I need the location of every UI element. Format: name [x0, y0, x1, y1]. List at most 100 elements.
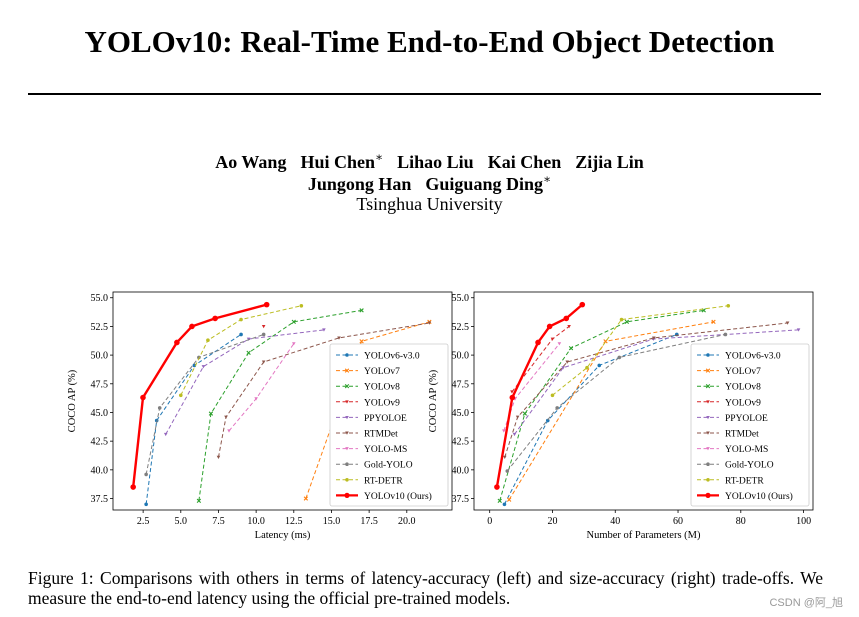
author-name: Guiguang Ding: [425, 174, 543, 194]
y-tick-label: 40.0: [452, 465, 470, 476]
dot-marker: [706, 353, 710, 357]
author-name: Hui Chen: [300, 152, 375, 172]
x-marker: [497, 498, 502, 504]
y-tick-label: 45.0: [91, 408, 109, 419]
y-tick-label: 55.0: [91, 293, 109, 304]
x-marker: [196, 498, 202, 504]
dot-marker: [130, 484, 136, 490]
dot-marker: [555, 406, 559, 410]
dot-marker: [550, 393, 555, 398]
dot-marker: [197, 355, 201, 360]
x-tick-label: 10.0: [247, 516, 265, 527]
dot-marker: [261, 332, 266, 337]
corresponding-mark: ∗: [374, 150, 384, 164]
y-tick-label: 52.5: [91, 322, 109, 333]
triangle-marker: [201, 365, 206, 369]
dot-marker: [345, 353, 349, 357]
legend-label: RT-DETR: [364, 476, 403, 486]
y-tick-label: 50.0: [91, 351, 109, 362]
author-name: Lihao Liu: [397, 152, 474, 172]
dot-marker: [726, 303, 731, 308]
dot-marker: [344, 492, 350, 498]
y-tick-label: 37.5: [452, 494, 470, 505]
triangle-marker: [515, 415, 520, 419]
dot-marker: [179, 393, 183, 398]
triangle-marker: [227, 429, 231, 433]
affiliation: Tsinghua University: [356, 194, 503, 214]
dot-marker: [505, 469, 510, 473]
triangle-marker: [561, 366, 565, 370]
series-yolo-ms: [227, 342, 296, 433]
triangle-marker: [345, 400, 349, 404]
series-line: [180, 305, 302, 396]
legend-label: YOLOv6-v3.0: [364, 352, 420, 362]
x-marker: [705, 368, 711, 373]
plot-frame: [473, 291, 814, 511]
legend-label: YOLOv10 (Ours): [364, 491, 432, 502]
x-marker: [359, 308, 364, 313]
x-tick-label: 0: [487, 516, 492, 527]
dot-marker: [144, 502, 148, 507]
triangle-marker: [224, 415, 228, 419]
triangle-marker: [652, 336, 656, 340]
author-name: Ao Wang: [215, 152, 287, 172]
dot-marker: [563, 315, 570, 322]
triangle-marker: [502, 455, 507, 460]
x-tick-label: 17.5: [360, 516, 378, 527]
series-yolov8: [196, 308, 364, 504]
x-marker: [208, 411, 214, 416]
x-tick-label: 40: [610, 516, 620, 527]
x-tick-label: 5.0: [175, 516, 188, 527]
dot-marker: [239, 317, 243, 322]
dot-marker: [597, 363, 602, 368]
series-ppyoloe: [163, 328, 326, 437]
x-marker: [522, 411, 528, 416]
author-name: Zijia Lin: [575, 152, 644, 172]
series-line: [495, 303, 584, 488]
legend-label: YOLO-MS: [725, 445, 768, 455]
dot-marker: [706, 462, 710, 466]
y-tick-label: 55.0: [452, 293, 470, 304]
x-axis-label: Latency (ms): [255, 530, 311, 541]
y-tick-label: 45.0: [452, 408, 470, 419]
plot-frame: [112, 291, 453, 511]
y-tick-label: 42.5: [91, 437, 109, 448]
dot-marker: [546, 323, 553, 330]
dot-marker: [157, 406, 162, 410]
legend-label: YOLO-MS: [364, 445, 407, 455]
series-line: [499, 309, 704, 501]
series-yolov9: [510, 324, 571, 394]
x-marker: [344, 384, 350, 389]
dot-marker: [705, 492, 711, 498]
x-marker: [291, 319, 296, 325]
x-tick-label: 60: [673, 516, 683, 527]
dot-marker: [494, 484, 500, 490]
triangle-marker: [345, 415, 349, 420]
series-gold-yolo: [144, 332, 266, 477]
triangle-marker: [565, 360, 570, 364]
dot-marker: [585, 365, 589, 370]
dot-marker: [299, 303, 304, 308]
series-line: [228, 343, 295, 432]
y-tick-label: 37.5: [91, 494, 109, 505]
triangle-marker: [216, 455, 221, 460]
y-tick-label: 40.0: [91, 465, 109, 476]
triangle-marker: [163, 432, 168, 437]
y-tick-label: 42.5: [452, 437, 470, 448]
triangle-marker: [427, 321, 432, 325]
series-line: [508, 321, 714, 500]
x-tick-label: 20.0: [398, 516, 416, 527]
dot-marker: [189, 323, 195, 330]
series-yolov6-v3-0: [144, 332, 243, 507]
dot-marker: [617, 355, 622, 360]
triangle-marker: [322, 328, 326, 332]
triangle-marker: [246, 337, 251, 341]
params-accuracy-chart: 0 20 40 60 80 100 37.5 40.0 42.5 45.0 47.5 50.0 52.5…: [428, 291, 814, 541]
x-tick-label: 20: [547, 516, 557, 527]
series-line: [552, 305, 729, 396]
legend-label: RTMDet: [725, 430, 759, 440]
title-rule: [28, 93, 821, 95]
corresponding-mark: ∗: [542, 172, 552, 186]
x-tick-label: 80: [736, 516, 746, 527]
x-axis-label: Number of Parameters (M): [586, 530, 701, 541]
